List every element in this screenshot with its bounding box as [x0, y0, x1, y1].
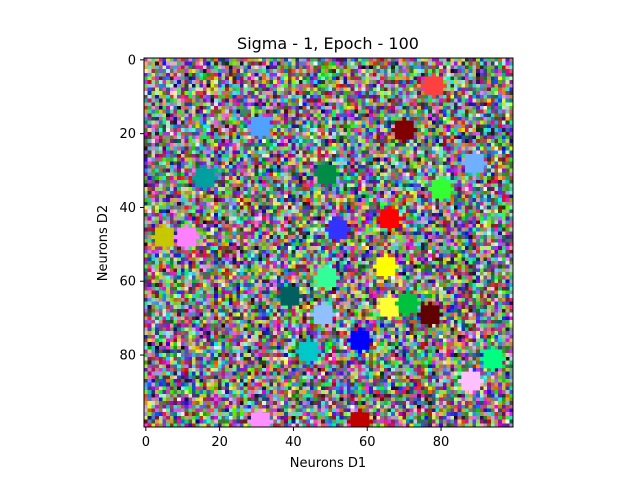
cluster-3	[461, 150, 488, 177]
y-axis-label: Neurons D2	[96, 205, 111, 281]
cluster-23	[346, 408, 374, 428]
cluster-2	[247, 113, 274, 140]
cluster-1	[391, 117, 418, 144]
cluster-4	[191, 165, 219, 192]
x-tick-label: 60	[359, 435, 376, 450]
cluster-18	[346, 327, 374, 354]
y-tick-label: 0	[128, 53, 136, 68]
cluster-9	[151, 224, 178, 251]
noise-heatmap	[144, 58, 513, 427]
cluster-layer	[151, 72, 506, 428]
cluster-21	[457, 367, 484, 395]
cluster-16	[310, 301, 337, 328]
cluster-0	[420, 72, 447, 99]
plot-area	[143, 57, 514, 428]
cluster-10	[173, 224, 200, 251]
cluster-15	[394, 290, 422, 317]
cluster-11	[372, 253, 399, 280]
x-axis: 0 20 40 60 80	[142, 427, 450, 450]
x-tick-label: 0	[142, 435, 150, 450]
cluster-5	[313, 161, 340, 188]
cluster-13	[276, 283, 303, 310]
x-tick-label: 20	[211, 435, 228, 450]
cluster-19	[295, 338, 322, 365]
cluster-7	[376, 205, 403, 232]
cluster-17	[417, 301, 444, 328]
cluster-6	[428, 176, 455, 203]
cluster-20	[479, 345, 506, 372]
y-tick-label: 80	[119, 349, 136, 364]
cluster-22	[247, 408, 274, 428]
x-tick-label: 40	[285, 435, 302, 450]
y-tick-label: 60	[119, 275, 136, 290]
plot-frame	[143, 57, 514, 428]
cluster-12	[313, 264, 340, 291]
chart-title: Sigma - 1, Epoch - 100	[237, 34, 419, 53]
y-tick-label: 20	[119, 127, 136, 142]
x-axis-label: Neurons D1	[290, 456, 366, 471]
y-tick-label: 40	[119, 201, 136, 216]
x-tick-label: 80	[433, 435, 450, 450]
cluster-8	[324, 216, 351, 243]
y-axis: 0 20 40 60 80	[119, 53, 144, 364]
